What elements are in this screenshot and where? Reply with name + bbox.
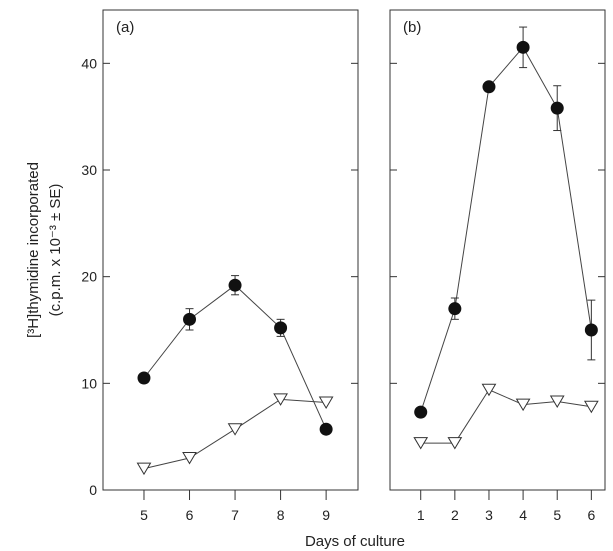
data-point-filled-circle <box>274 321 288 335</box>
y-tick-label: 40 <box>81 55 97 71</box>
y-tick-label: 10 <box>81 375 97 391</box>
x-tick-label: 3 <box>485 507 493 523</box>
data-point-filled-circle <box>448 302 462 316</box>
data-point-open-triangle <box>136 462 152 476</box>
x-axis-title: Days of culture <box>305 533 405 550</box>
x-tick-label: 1 <box>417 507 425 523</box>
series-line <box>143 284 327 430</box>
data-point-open-triangle <box>549 395 565 408</box>
panel-b: (b) 1 2 3 4 5 6 <box>389 9 606 523</box>
panel-a: (a) 0 10 20 30 40 5 6 7 8 9 <box>81 9 359 523</box>
plot-frame <box>102 9 359 491</box>
x-tick-label: 7 <box>231 507 239 523</box>
data-point-open-triangle <box>583 400 599 414</box>
data-point-open-triangle <box>515 398 531 412</box>
y-tick-label: 20 <box>81 269 97 285</box>
y-axis-title: (c.p.m. x 10⁻³ ± SE) <box>47 184 64 317</box>
series-line <box>420 389 592 444</box>
data-point-filled-circle <box>482 80 496 94</box>
x-tick-label: 9 <box>322 507 330 523</box>
series-line <box>420 46 592 413</box>
data-point-filled-circle <box>584 323 598 337</box>
data-point-open-triangle <box>447 437 463 450</box>
y-tick-label: 0 <box>89 482 97 498</box>
y-tick-label: 30 <box>81 162 97 178</box>
data-point-open-triangle <box>318 396 334 410</box>
data-point-filled-circle <box>228 278 242 292</box>
panel-label: (b) <box>403 19 421 36</box>
data-point-filled-circle <box>550 101 564 115</box>
x-tick-label: 8 <box>277 507 285 523</box>
data-point-filled-circle <box>516 40 530 54</box>
panel-label: (a) <box>116 19 134 36</box>
data-point-filled-circle <box>137 371 151 385</box>
x-tick-label: 6 <box>587 507 595 523</box>
data-point-open-triangle <box>481 383 497 397</box>
x-tick-label: 4 <box>519 507 527 523</box>
x-tick-label: 6 <box>186 507 194 523</box>
x-tick-label: 5 <box>553 507 561 523</box>
plot-frame <box>389 9 606 491</box>
data-point-open-triangle <box>227 423 243 436</box>
y-axis-title: [³H]thymidine incorporated <box>25 162 42 338</box>
data-point-filled-circle <box>414 405 428 419</box>
data-point-open-triangle <box>413 437 429 450</box>
data-point-filled-circle <box>319 422 333 436</box>
data-point-filled-circle <box>183 312 197 326</box>
data-point-open-triangle <box>182 452 197 465</box>
x-tick-label: 5 <box>140 507 148 523</box>
x-tick-label: 2 <box>451 507 459 523</box>
data-point-open-triangle <box>273 393 288 406</box>
